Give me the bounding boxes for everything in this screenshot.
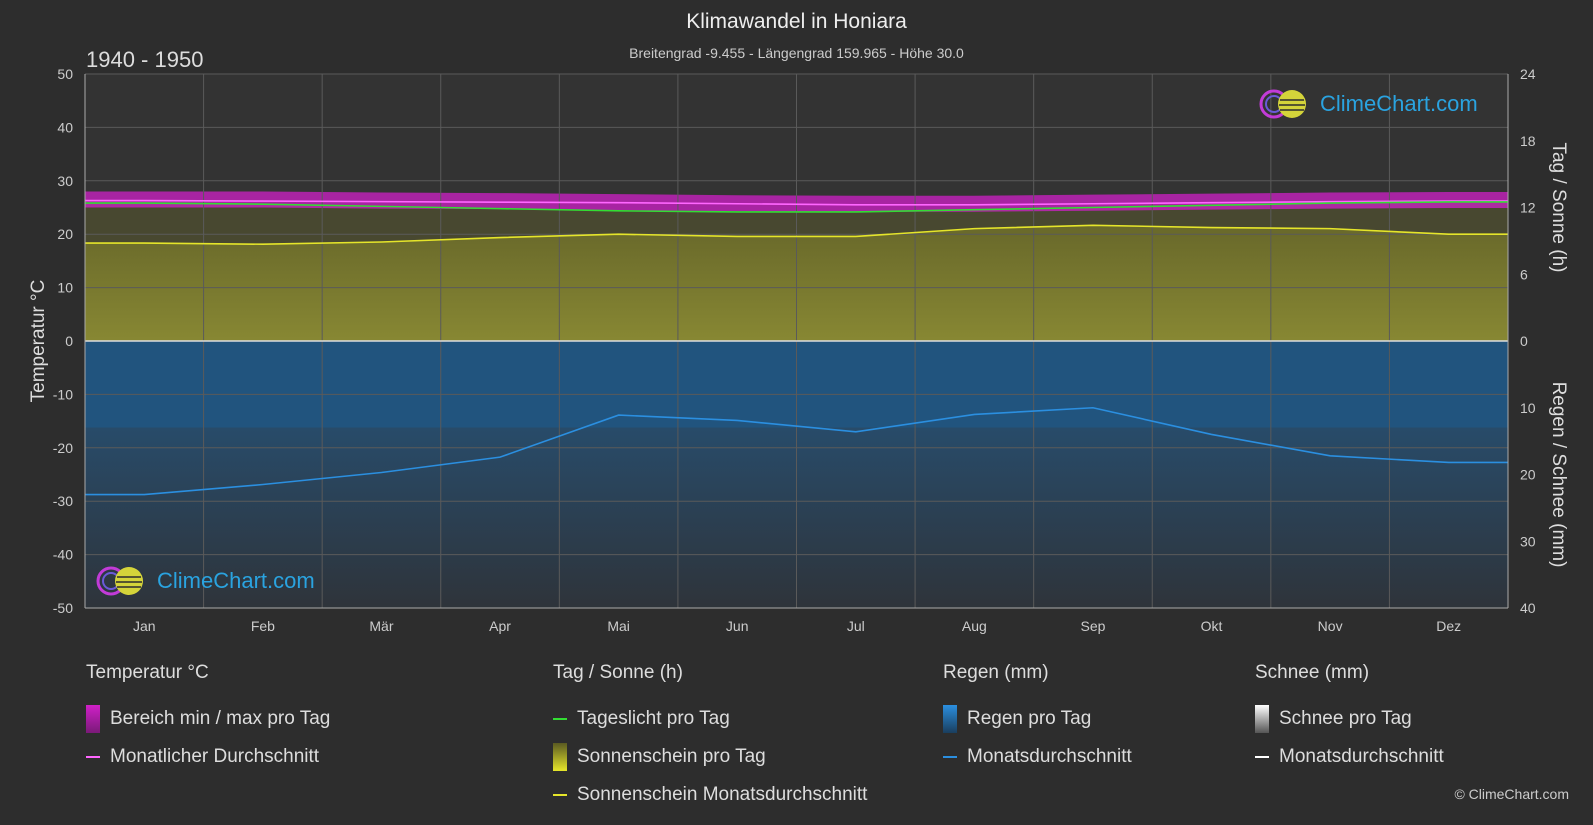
legend-item: Tageslicht pro Tag [553,700,867,738]
period-label: 1940 - 1950 [86,47,204,72]
x-tick-label: Apr [489,618,511,634]
temp-avg-swatch [86,756,100,758]
y-left-tick-label: -40 [53,547,73,563]
legend-rain: Regen (mm) Regen pro Tag Monatsdurchschn… [943,662,1132,776]
x-tick-label: Mai [607,618,630,634]
temp-avg-line [85,199,1508,206]
y-left-axis-title: Temperatur °C [28,280,49,403]
legend-item: Regen pro Tag [943,700,1132,738]
rain-avg-line [85,406,1508,496]
legend-label: Monatlicher Durchschnitt [110,746,320,767]
legend-sun-title: Tag / Sonne (h) [553,662,683,683]
sunshine-avg-swatch [553,794,567,796]
legend-label: Monatsdurchschnitt [1279,746,1444,767]
x-tick-label: Jun [726,618,749,634]
snow-swatch [1255,705,1269,733]
legend-label: Schnee pro Tag [1279,708,1412,729]
logo-text: ClimeChart.com [157,568,315,593]
x-tick-label: Dez [1436,618,1461,634]
legend-sun: Tag / Sonne (h) Tageslicht pro Tag Sonne… [553,662,867,814]
legend-item: Schnee pro Tag [1255,700,1444,738]
y-right-top-tick-label: 24 [1520,66,1536,82]
snow-avg-swatch [1255,756,1269,758]
y-left-tick-label: -10 [53,386,73,402]
legend-snow: Schnee (mm) Schnee pro Tag Monatsdurchsc… [1255,662,1444,776]
legend-rain-title: Regen (mm) [943,662,1049,683]
y-right-top-axis-title: Tag / Sonne (h) [1548,143,1569,273]
y-right-top-tick-label: 0 [1520,333,1528,349]
logo-text: ClimeChart.com [1320,91,1478,116]
copyright: © ClimeChart.com [1454,786,1569,802]
y-left-tick-label: 10 [57,280,73,296]
temp-range-swatch [86,705,100,733]
x-tick-label: Mär [369,618,393,634]
y-left-tick-label: -20 [53,440,73,456]
climate-chart: 50 40 30 20 10 0 -10 -20 -30 -40 -50 24 18 12 6 0 10 20 30… [28,66,1569,634]
y-left-tick-label: -30 [53,493,73,509]
y-right-top-tick-label: 6 [1520,266,1528,282]
x-tick-label: Jan [133,618,156,634]
y-left-tick-label: 30 [57,173,73,189]
legend-item: Monatsdurchschnitt [1255,738,1444,776]
x-tick-label: Feb [251,618,275,634]
legend-label: Monatsdurchschnitt [967,746,1132,767]
rain-avg-swatch [943,756,957,758]
y-left-tick-label: -50 [53,600,73,616]
daylight-swatch [553,718,567,720]
logo-top[interactable]: ClimeChart.com [1258,88,1478,120]
y-left-tick-label: 0 [65,333,73,349]
x-tick-label: Sep [1080,618,1105,634]
legend-label: Sonnenschein Monatsdurchschnitt [577,784,868,805]
legend-item: Sonnenschein Monatsdurchschnitt [553,776,867,814]
y-right-bottom-axis-title: Regen / Schnee (mm) [1548,382,1569,568]
x-tick-label: Aug [962,618,987,634]
y-right-bottom-tick-label: 40 [1520,600,1536,616]
legend-item: Sonnenschein pro Tag [553,738,867,776]
x-tick-label: Jul [847,618,865,634]
legend-snow-title: Schnee (mm) [1255,662,1370,683]
chart-subtitle: Breitengrad -9.455 - Längengrad 159.965 … [629,45,964,61]
y-right-top-tick-label: 18 [1520,133,1536,149]
climechart-logo-icon [1259,89,1306,119]
legend-label: Bereich min / max pro Tag [110,708,331,729]
legend-item: Bereich min / max pro Tag [86,700,330,738]
x-tick-label: Okt [1201,618,1223,634]
daylight-line [85,201,1508,213]
y-right-bottom-tick-label: 30 [1520,533,1536,549]
legend-temperature-title: Temperatur °C [86,662,209,683]
y-left-tick-label: 20 [57,226,73,242]
legend-label: Sonnenschein pro Tag [577,746,766,767]
y-left-tick-label: 50 [57,66,73,82]
y-right-top-tick-label: 12 [1520,200,1536,216]
sunshine-avg-line [85,224,1508,246]
chart-title: Klimawandel in Honiara [686,10,907,33]
sunshine-swatch [553,743,567,771]
legend-item: Monatlicher Durchschnitt [86,738,330,776]
rain-swatch [943,705,957,733]
climechart-logo-icon [96,566,143,596]
logo-bottom[interactable]: ClimeChart.com [95,565,315,597]
legend-label: Tageslicht pro Tag [577,708,730,729]
y-left-tick-label: 40 [57,119,73,135]
y-right-bottom-tick-label: 20 [1520,467,1536,483]
y-right-bottom-tick-label: 10 [1520,400,1536,416]
legend-temperature: Temperatur °C Bereich min / max pro Tag … [86,662,330,776]
legend-label: Regen pro Tag [967,708,1092,729]
x-tick-label: Nov [1318,618,1343,634]
legend-item: Monatsdurchschnitt [943,738,1132,776]
